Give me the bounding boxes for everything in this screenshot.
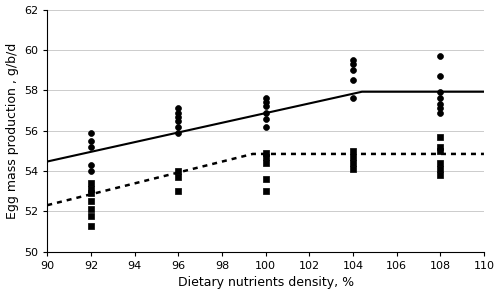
Point [262, 150, 270, 155]
Point [436, 90, 444, 95]
Point [349, 155, 357, 159]
Point [436, 106, 444, 111]
Point [349, 167, 357, 171]
Point [87, 213, 95, 218]
Point [436, 149, 444, 153]
Point [87, 169, 95, 173]
Point [436, 102, 444, 107]
Point [262, 161, 270, 165]
Point [349, 161, 357, 165]
Point [262, 100, 270, 105]
Point [436, 135, 444, 139]
Point [174, 175, 182, 180]
Point [262, 155, 270, 159]
Point [436, 167, 444, 171]
Point [349, 149, 357, 153]
Point [349, 96, 357, 101]
Point [436, 96, 444, 101]
Point [87, 187, 95, 192]
Point [262, 124, 270, 129]
Point [436, 173, 444, 178]
Point [262, 177, 270, 181]
Point [349, 58, 357, 63]
Point [436, 110, 444, 115]
Point [87, 163, 95, 167]
Point [349, 62, 357, 66]
Point [87, 130, 95, 135]
Point [174, 189, 182, 194]
Point [262, 189, 270, 194]
Point [87, 138, 95, 143]
Point [262, 96, 270, 101]
Point [174, 118, 182, 123]
Point [87, 191, 95, 196]
X-axis label: Dietary nutrients density, %: Dietary nutrients density, % [178, 276, 354, 289]
Point [174, 124, 182, 129]
Point [349, 68, 357, 73]
Point [87, 181, 95, 186]
Point [174, 169, 182, 173]
Point [174, 106, 182, 111]
Point [87, 207, 95, 212]
Point [436, 161, 444, 165]
Point [262, 104, 270, 109]
Point [349, 78, 357, 83]
Y-axis label: Egg mass production , g/b/d: Egg mass production , g/b/d [6, 42, 18, 219]
Point [262, 110, 270, 115]
Point [87, 223, 95, 228]
Point [174, 130, 182, 135]
Point [87, 145, 95, 149]
Point [436, 74, 444, 78]
Point [436, 54, 444, 58]
Point [436, 145, 444, 149]
Point [174, 114, 182, 119]
Point [174, 110, 182, 115]
Point [87, 199, 95, 204]
Point [262, 116, 270, 121]
